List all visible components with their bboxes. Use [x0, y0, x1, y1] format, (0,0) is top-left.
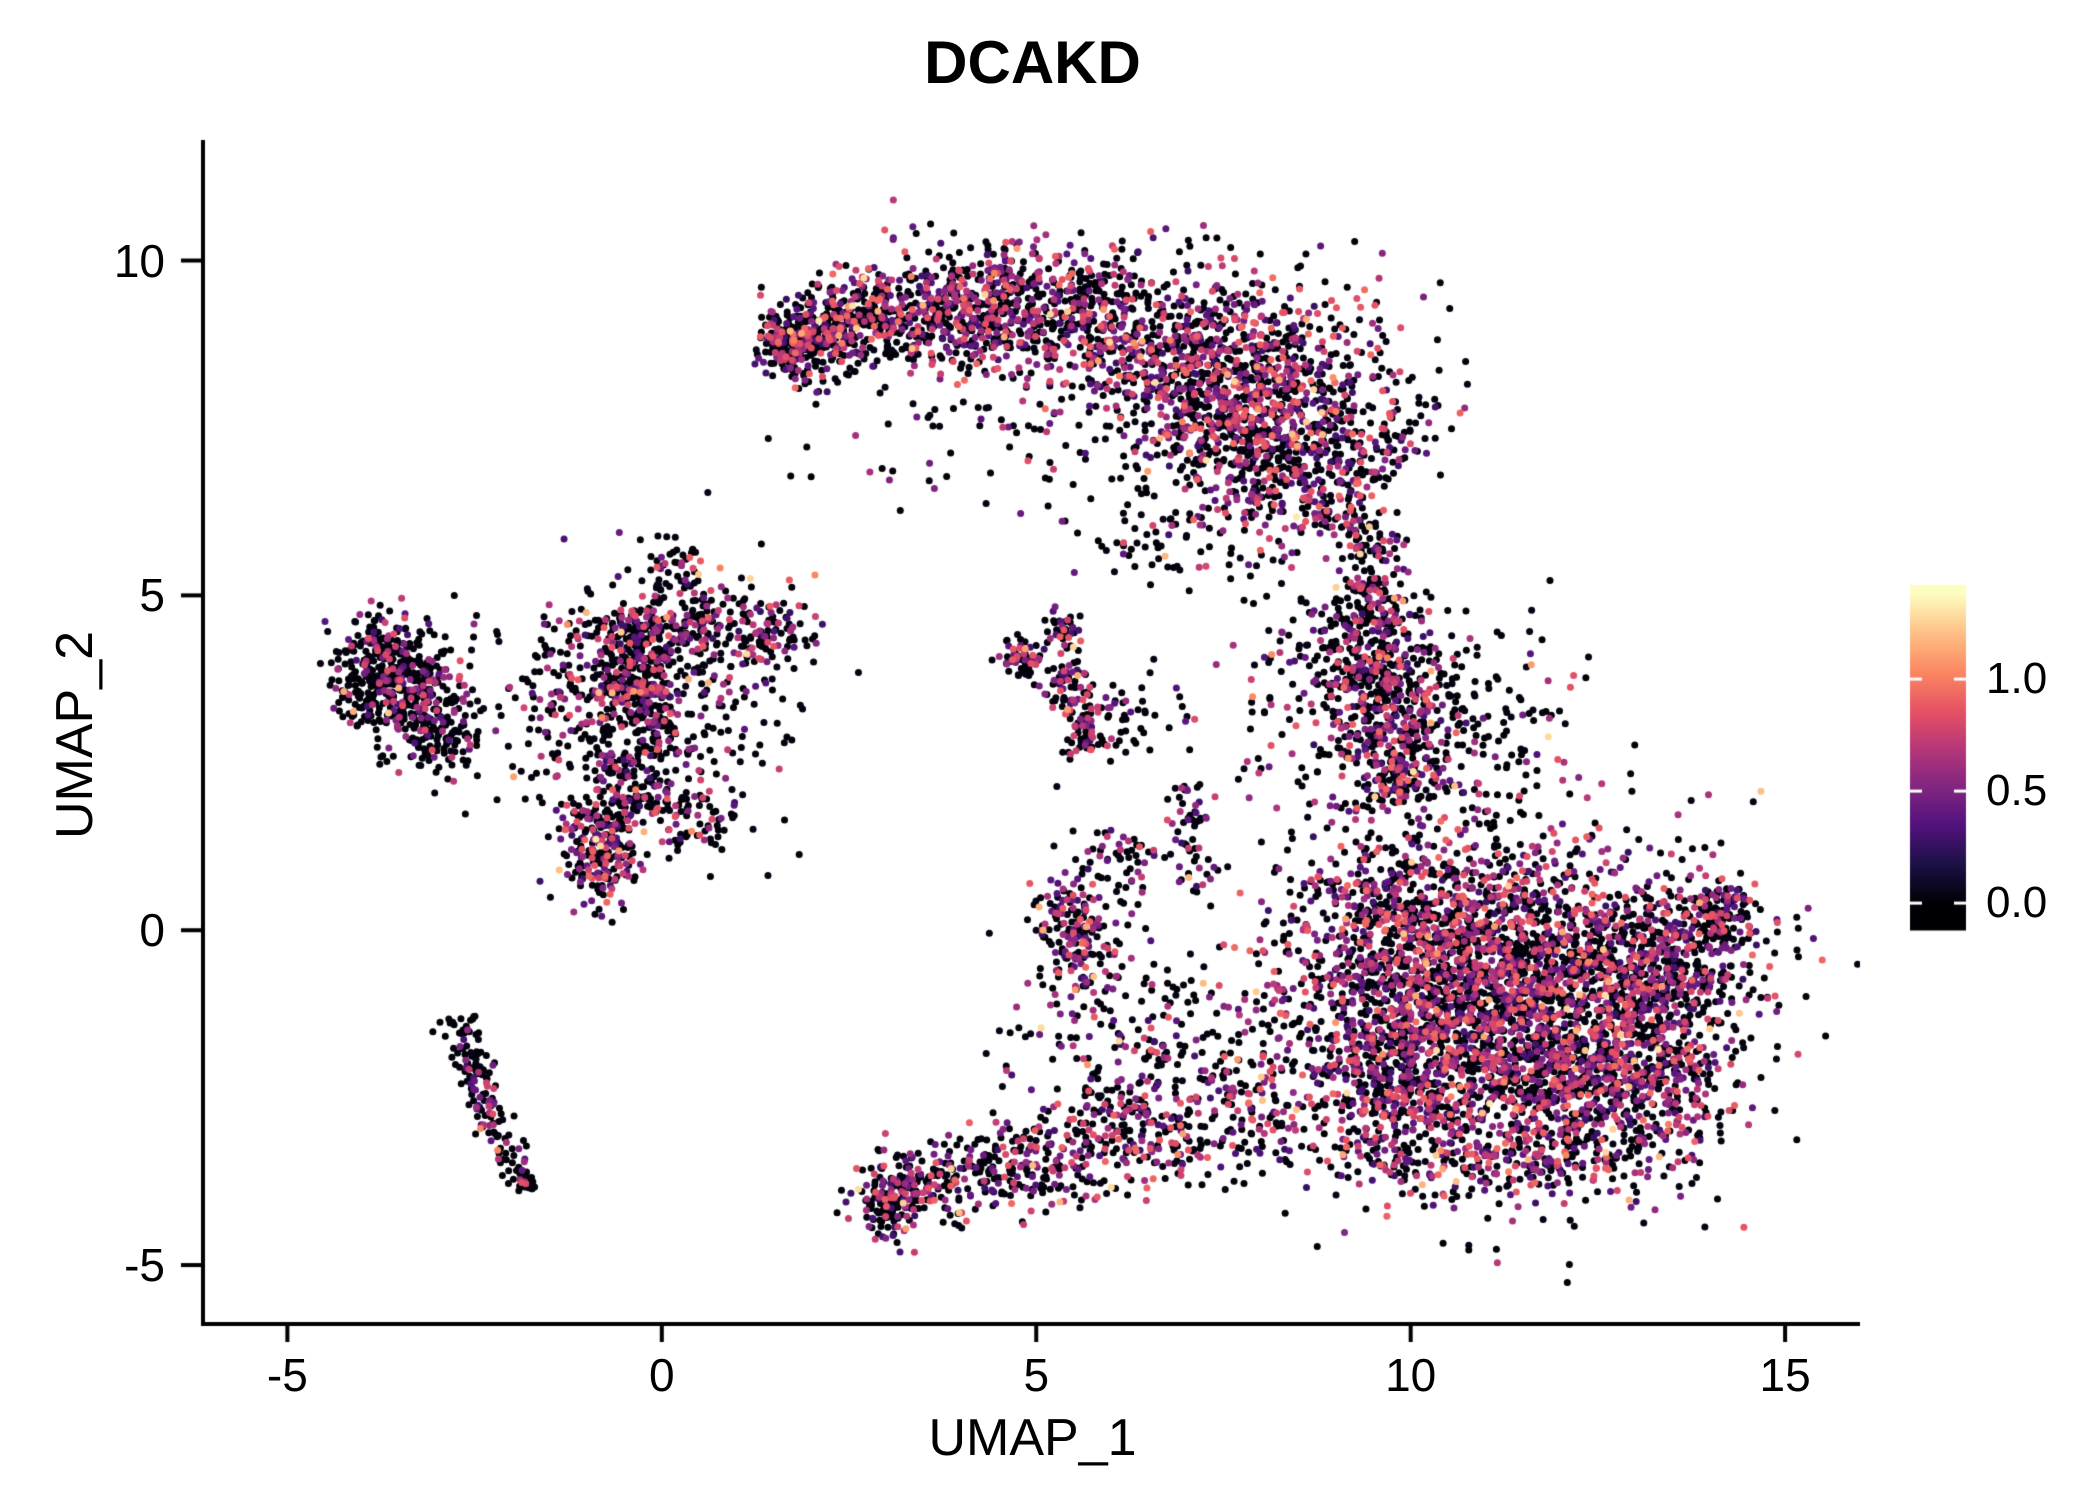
- colorbar-tick-label: 0.0: [1986, 878, 2048, 928]
- x-tick-label: 15: [1759, 1349, 1811, 1401]
- y-tick-label: -5: [124, 1239, 165, 1292]
- x-tick-label: 5: [1023, 1349, 1050, 1401]
- plot-title: DCAKD: [924, 29, 1141, 96]
- colorbar-tick-label: 0.5: [1986, 766, 2048, 816]
- x-axis-label: UMAP_1: [928, 1409, 1137, 1467]
- colorbar-tick-label: 1.0: [1986, 654, 2048, 704]
- y-tick-label: 5: [139, 569, 165, 622]
- y-tick-label: 0: [139, 904, 165, 957]
- x-tick-label: 0: [649, 1349, 675, 1401]
- y-tick-label: 10: [113, 234, 165, 287]
- x-tick-label: 10: [1385, 1349, 1437, 1401]
- x-tick-label: -5: [266, 1349, 308, 1401]
- y-axis-label: UMAP_2: [46, 630, 104, 840]
